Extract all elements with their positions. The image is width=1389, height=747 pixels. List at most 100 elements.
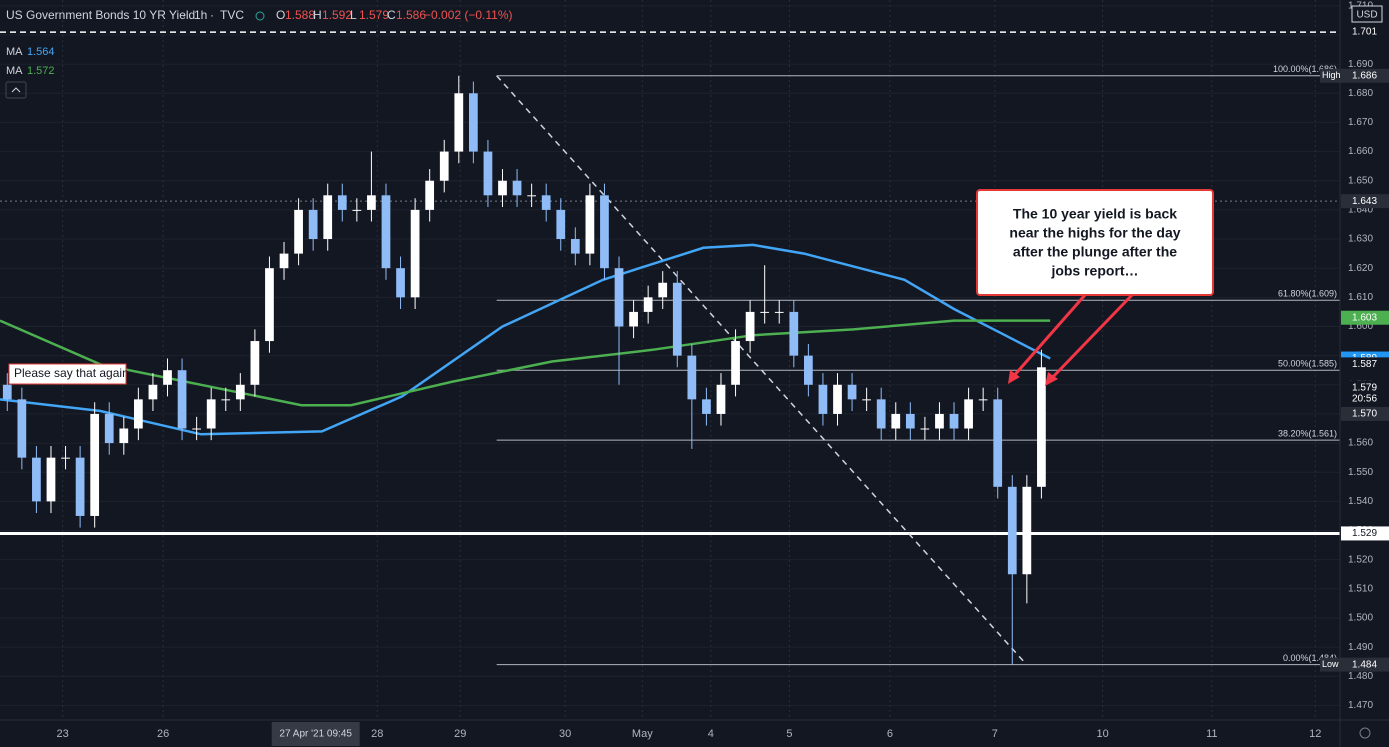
- y-tick-label: 1.640: [1348, 205, 1373, 216]
- note: Please say that again: [14, 366, 129, 380]
- note-box: [8, 363, 127, 385]
- ohlc-value: 1.592: [322, 8, 352, 22]
- candle-body: [876, 399, 886, 429]
- price-badge-label: 1.529: [1352, 528, 1377, 539]
- y-tick-label: 1.660: [1348, 146, 1373, 157]
- crosshair-label: 27 Apr '21 09:45: [279, 729, 352, 740]
- candle-body: [148, 384, 158, 400]
- y-tick-label: 1.610: [1348, 292, 1373, 303]
- status-dot: [255, 11, 265, 21]
- x-tick-label: 29: [454, 728, 466, 740]
- candle-body: [789, 311, 799, 356]
- y-tick-label: 1.670: [1348, 117, 1373, 128]
- fib-label: 50.00%(1.585): [1278, 359, 1337, 369]
- candle-body: [818, 384, 828, 414]
- price-tag: High: [1322, 70, 1341, 80]
- price-badge: [1341, 357, 1389, 372]
- y-tick-label: 1.630: [1348, 234, 1373, 245]
- candle-body: [396, 268, 405, 298]
- callout-text: near the highs for the day: [1009, 225, 1180, 241]
- y-tick-label: 1.510: [1348, 583, 1373, 594]
- candle-body: [498, 180, 507, 196]
- currency-box[interactable]: [1351, 5, 1383, 23]
- separator: ·: [182, 8, 186, 22]
- candle-body: [570, 239, 580, 254]
- price-badge: [1341, 657, 1389, 672]
- candle-body: [265, 268, 274, 342]
- candle-body: [439, 151, 449, 181]
- arrow: [1010, 294, 1087, 379]
- candle-body: [367, 195, 376, 210]
- candle-body: [847, 384, 857, 400]
- callout-text: after the plunge after the: [1013, 244, 1177, 260]
- x-tick-label: May: [632, 728, 653, 740]
- candle-body: [527, 195, 536, 197]
- price-badge-label: 1.701: [1352, 27, 1377, 38]
- y-tick-label: 1.680: [1348, 88, 1373, 99]
- ohlc-key: O: [276, 8, 285, 22]
- fib-label: 0.00%(1.484): [1283, 653, 1337, 663]
- x-tick-label: 6: [887, 728, 893, 740]
- y-tick-label: 1.540: [1348, 496, 1373, 507]
- candle-body: [177, 370, 187, 429]
- y-tick-label: 1.650: [1348, 175, 1373, 186]
- candle-body: [512, 180, 522, 196]
- candle-body: [352, 209, 362, 211]
- x-tick-label: 26: [157, 728, 169, 740]
- price-badge-label: 1.603: [1352, 312, 1377, 323]
- y-tick-label: 1.520: [1348, 554, 1373, 565]
- candle-body: [949, 413, 959, 429]
- price-badge: [1341, 406, 1389, 421]
- candle-body: [643, 297, 653, 312]
- candle-body: [61, 457, 70, 459]
- candle-body: [731, 341, 740, 385]
- fib-label: 38.20%(1.561): [1278, 429, 1337, 439]
- ohlc-value: 1.588: [285, 8, 315, 22]
- candle-body: [745, 311, 755, 342]
- settings-icon[interactable]: [1359, 727, 1371, 739]
- candle-body: [672, 282, 682, 356]
- y-tick-label: 1.490: [1348, 642, 1373, 653]
- candle-body: [469, 93, 478, 152]
- x-tick-label: 30: [559, 728, 571, 740]
- ohlc-key: L: [350, 8, 357, 22]
- ma-value: 1.572: [27, 65, 55, 77]
- plot: 100.00%(1.686) 61.80%(1.609) 50.00%(1.585)…: [0, 31, 1340, 666]
- price-badge-label: 1.570: [1352, 409, 1377, 420]
- candle-body: [702, 399, 711, 414]
- candle-body: [1037, 367, 1046, 487]
- candle-body: [90, 413, 100, 516]
- x-tick-label: 4: [708, 728, 714, 740]
- x-tick-label: 7: [992, 728, 998, 740]
- candle-body: [920, 428, 930, 430]
- candle-body: [119, 428, 129, 444]
- candle-body: [541, 195, 551, 210]
- price-tag-bg: [1320, 657, 1341, 672]
- candle-body: [716, 384, 726, 414]
- arrowhead: [1045, 372, 1058, 386]
- ma-legend: MA 1.564 MA 1.572: [6, 46, 55, 77]
- y-tick-label: 1.470: [1348, 700, 1373, 711]
- candle-body: [410, 209, 420, 298]
- collapse-button[interactable]: [5, 81, 27, 99]
- crosshair-label-bg: [271, 722, 360, 746]
- price-badge-label: 1.484: [1352, 659, 1377, 670]
- candle-body: [104, 413, 114, 444]
- ma-name: MA: [6, 65, 23, 77]
- candle-body: [614, 268, 624, 327]
- candle-body: [425, 180, 435, 210]
- candle-body: [629, 311, 638, 327]
- change: −0.002 (−0.11%): [424, 8, 513, 22]
- axes: 1.4701.4801.4901.5001.5101.5201.5301.540…: [57, 0, 1389, 746]
- y-tick-label: 1.480: [1348, 671, 1373, 682]
- arrow: [1048, 293, 1134, 382]
- moving-average: [0, 243, 1051, 436]
- candle-body: [891, 413, 901, 429]
- callout-text: The 10 year yield is back: [1013, 206, 1177, 222]
- y-tick-label: 1.550: [1348, 467, 1373, 478]
- price-badge-label: 1.587: [1352, 359, 1377, 370]
- candle-body: [2, 384, 12, 400]
- candle-body: [279, 253, 289, 269]
